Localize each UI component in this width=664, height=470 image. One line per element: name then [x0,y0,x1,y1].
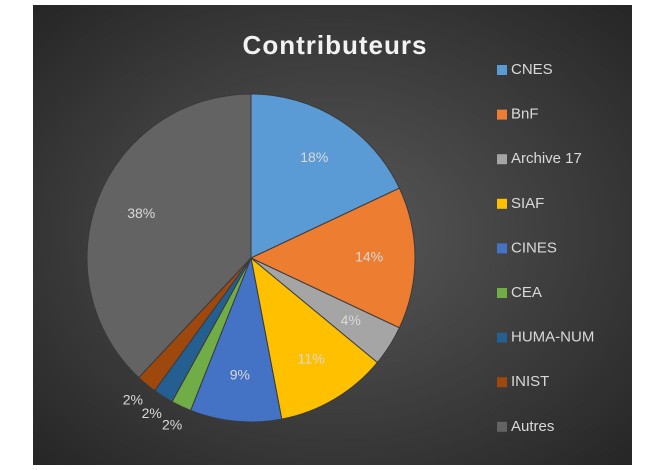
legend-swatch [497,332,507,343]
data-label: 2% [142,405,162,421]
legend-label: CEA [511,284,542,301]
pie-slice [86,93,252,379]
legend-label: HUMA-NUM [511,329,594,346]
legend-swatch [497,288,507,298]
legend-label: INIST [511,373,549,390]
data-label: 2% [123,391,143,407]
legend-swatch [497,109,507,120]
pie-slice [250,93,401,259]
data-label: 4% [341,312,361,328]
pie-slice [249,187,416,329]
data-label: 2% [162,416,182,432]
legend-label: CINES [511,239,557,256]
legend-label: Autres [511,418,554,435]
legend-swatch [497,243,507,254]
data-label: 14% [355,249,383,265]
legend-swatch [497,65,507,75]
data-label: 18% [300,149,328,165]
legend-swatch [497,198,507,209]
legend-label: SIAF [511,195,544,212]
legend-swatch [497,421,507,432]
pie-slice [250,256,379,420]
legend-label: CNES [511,61,553,78]
data-label: 9% [230,366,250,382]
data-label: 38% [127,205,155,221]
legend-label: Archive 17 [511,150,582,167]
legend-swatch [497,377,507,388]
legend-label: BnF [511,106,539,123]
chart-title: Contributeurs [243,30,428,60]
pie-slice [189,256,283,423]
legend-swatch [497,154,507,165]
data-label: 11% [298,350,325,366]
